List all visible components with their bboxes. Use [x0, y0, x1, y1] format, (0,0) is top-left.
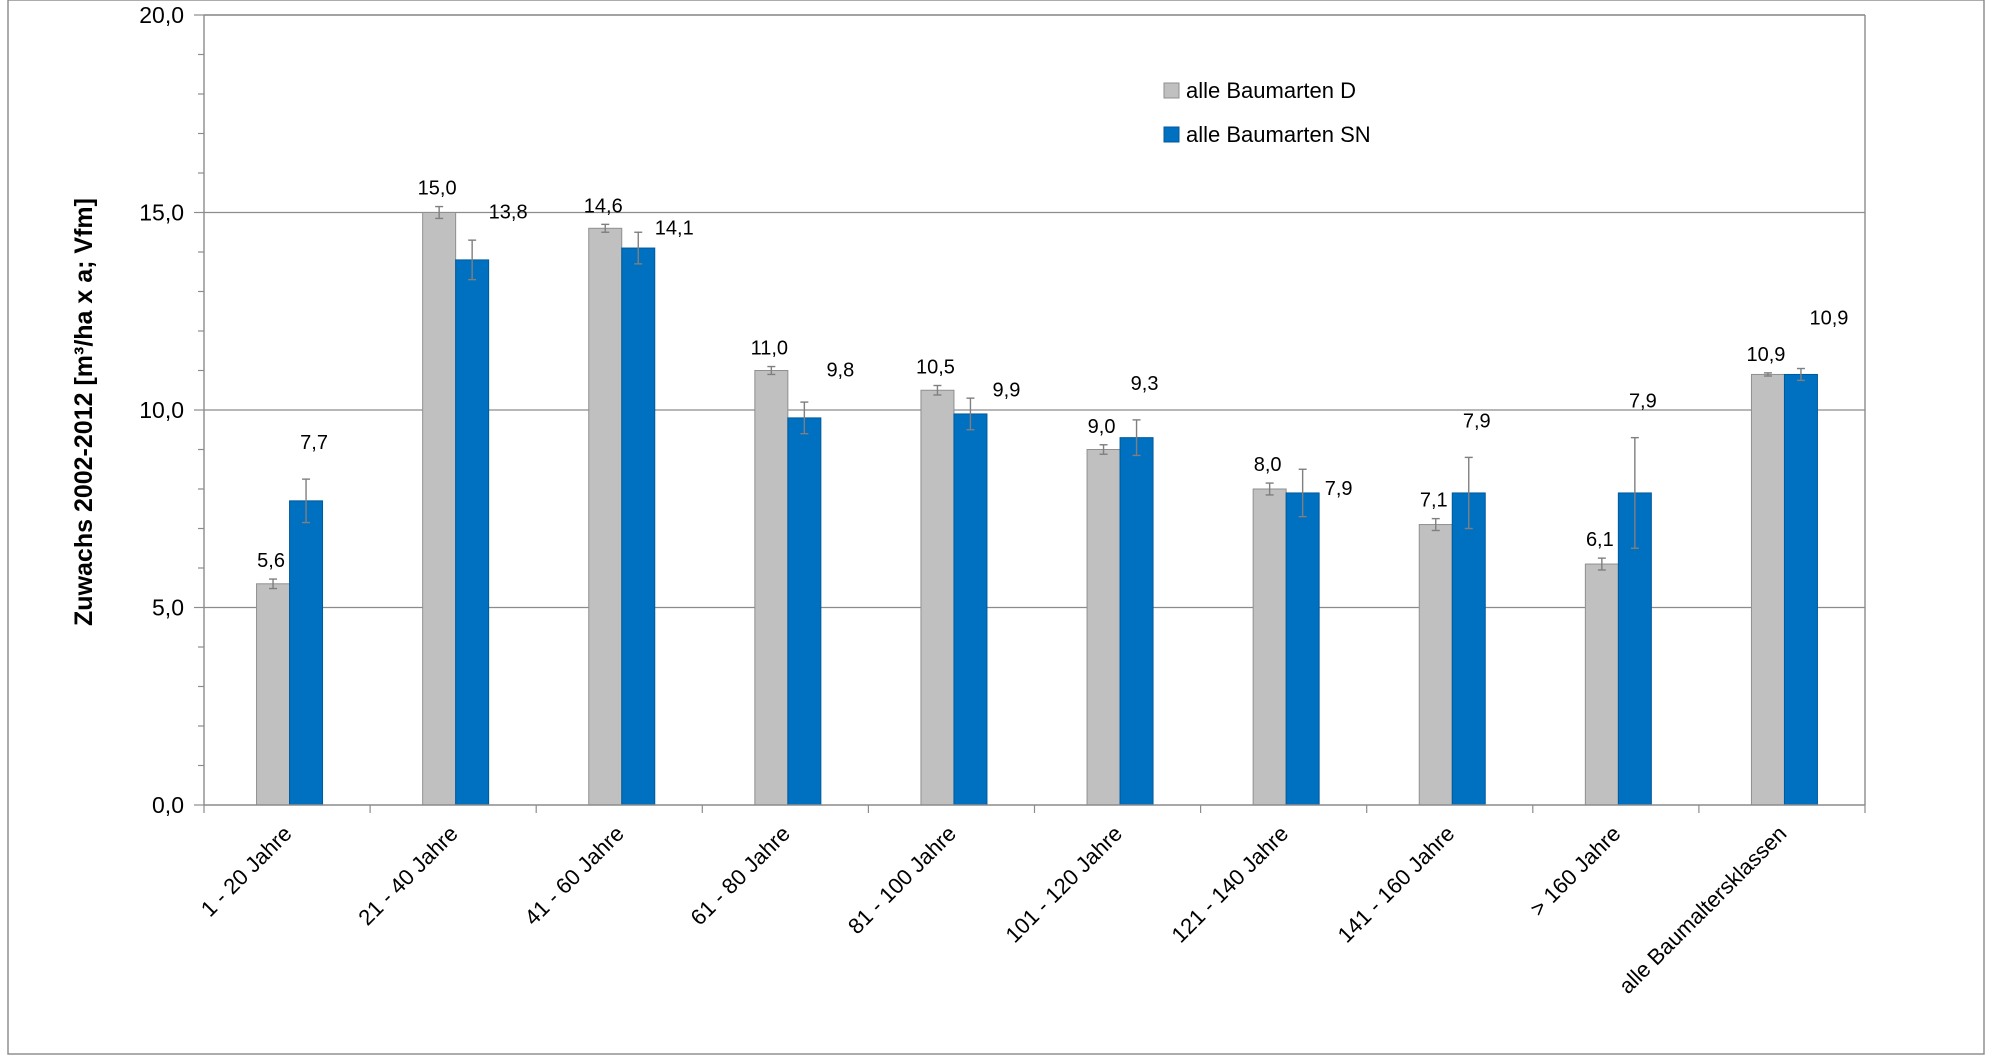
y-tick-label-2: 10,0: [139, 397, 184, 423]
data-label-d-0: 5,6: [257, 550, 285, 572]
data-label-sn-3: 9,8: [826, 360, 854, 382]
x-tick-label-7: 141 - 160 Jahre: [1333, 821, 1460, 948]
legend-label-1: alle Baumarten SN: [1186, 122, 1371, 147]
bar-sn-2: [621, 247, 656, 806]
bar-d-8: [1584, 563, 1619, 806]
data-label-d-3: 11,0: [751, 338, 788, 360]
bar-d-1: [422, 212, 457, 806]
bar-sn-5: [1119, 437, 1154, 806]
x-tick-label-0: 1 - 20 Jahre: [196, 821, 297, 922]
data-label-sn-1: 13,8: [489, 202, 528, 224]
data-label-sn-6: 7,9: [1325, 478, 1353, 500]
data-label-sn-7: 7,9: [1463, 410, 1491, 432]
data-labels: 5,6 7,7 15,0 13,8 14,6 14,1 11,0 9,8 10,5 9,9 9,0 9…: [257, 178, 1848, 572]
x-tick-label-4: 81 - 100 Jahre: [843, 821, 961, 939]
y-tick-label-1: 5,0: [152, 595, 184, 621]
legend: alle Baumarten D alle Baumarten SN: [1163, 78, 1371, 147]
bar-sn-3: [787, 417, 822, 806]
x-tick-label-2: 41 - 60 Jahre: [519, 821, 628, 930]
bar-sn-0: [289, 500, 324, 806]
data-label-sn-5: 9,3: [1131, 373, 1159, 395]
x-tick-label-8: > 160 Jahre: [1525, 821, 1625, 921]
data-label-d-8: 6,1: [1586, 529, 1614, 551]
data-label-sn-9: 10,9: [1809, 307, 1848, 329]
bar-sn-4: [953, 413, 988, 806]
bar-d-4: [920, 389, 955, 806]
bar-d-6: [1252, 488, 1287, 806]
legend-label-0: alle Baumarten D: [1186, 78, 1356, 103]
chart-frame: [7, 0, 1985, 1055]
bar-d-3: [754, 370, 789, 806]
x-tick-label-6: 121 - 140 Jahre: [1167, 821, 1294, 948]
x-tick-label-5: 101 - 120 Jahre: [1000, 821, 1127, 948]
data-label-sn-0: 7,7: [300, 432, 328, 454]
x-tick-label-1: 21 - 40 Jahre: [353, 821, 462, 930]
data-label-sn-8: 7,9: [1629, 391, 1657, 413]
bar-d-7: [1418, 524, 1453, 806]
data-label-d-6: 8,0: [1254, 454, 1282, 476]
y-axis-label: Zuwachs 2002-2012 [m³/ha x a; Vfm]: [70, 198, 98, 626]
error-bars: [269, 205, 1805, 590]
data-label-sn-2: 14,1: [655, 217, 694, 239]
bar-sn-1: [455, 259, 490, 806]
bar-sn-6: [1285, 492, 1320, 806]
data-label-d-4: 10,5: [916, 357, 955, 379]
data-label-d-7: 7,1: [1420, 490, 1448, 512]
y-tick-label-0: 0,0: [152, 792, 184, 818]
data-label-sn-4: 9,9: [993, 379, 1021, 401]
data-label-d-5: 9,0: [1088, 416, 1116, 438]
bar-sn-7: [1451, 492, 1486, 806]
data-label-d-1: 15,0: [418, 178, 457, 200]
x-tick-label-3: 61 - 80 Jahre: [686, 821, 795, 930]
bar-d-5: [1086, 449, 1121, 806]
x-tick-label-9: alle Baumaltersklassen: [1614, 821, 1792, 999]
bar-d-9: [1750, 373, 1785, 806]
y-tick-label-4: 20,0: [139, 2, 184, 28]
axes: [194, 14, 1866, 813]
legend-swatch-0: [1163, 82, 1180, 99]
data-label-d-2: 14,6: [584, 195, 623, 217]
bar-sn-9: [1783, 373, 1818, 806]
bar-d-2: [588, 227, 623, 806]
bar-d-0: [256, 583, 291, 806]
x-tick-labels: 1 - 20 Jahre 21 - 40 Jahre 41 - 60 Jahre 61…: [196, 821, 1792, 999]
y-tick-label-3: 15,0: [139, 200, 184, 226]
bars: [256, 212, 1818, 806]
data-label-d-9: 10,9: [1746, 344, 1785, 366]
legend-swatch-1: [1163, 126, 1180, 143]
y-tick-labels: 0,0 5,0 10,0 15,0 20,0: [139, 2, 184, 818]
